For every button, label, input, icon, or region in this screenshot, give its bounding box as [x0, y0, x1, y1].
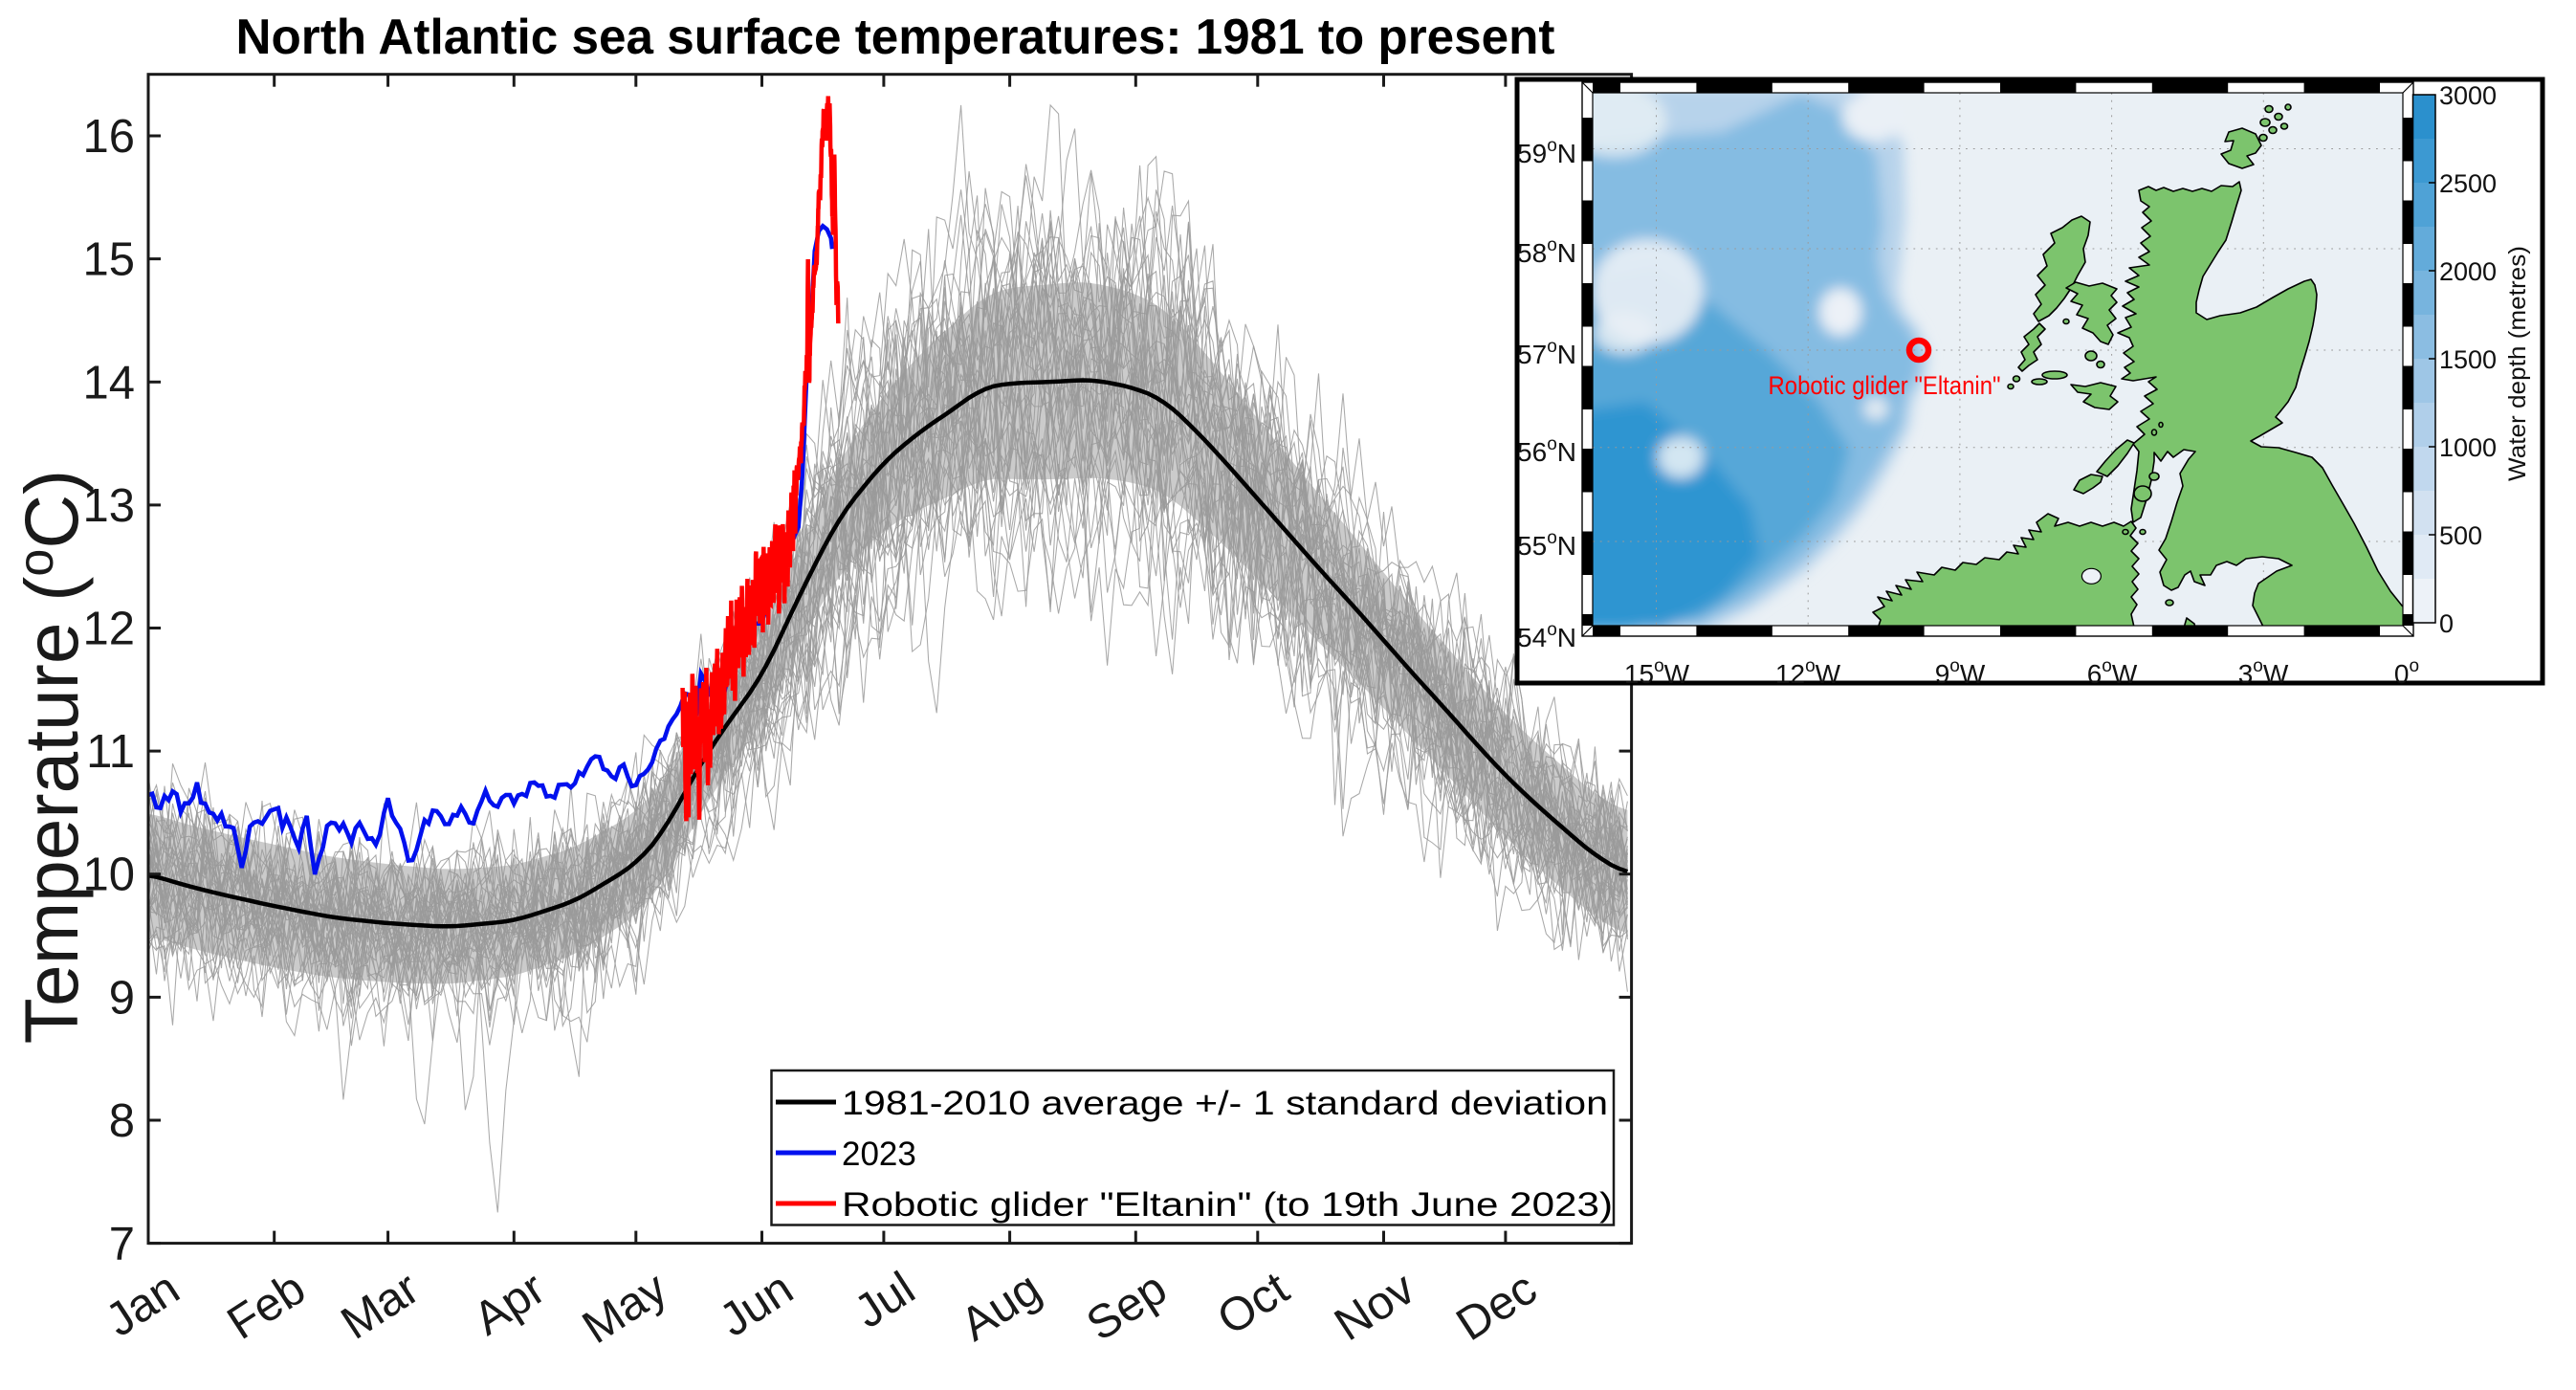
svg-text:10: 10: [82, 849, 135, 901]
svg-text:55oN: 55oN: [1517, 528, 1576, 561]
svg-text:Robotic glider "Eltanin" (to 1: Robotic glider "Eltanin" (to 19th June 2…: [842, 1186, 1613, 1224]
svg-text:North Atlantic sea surface tem: North Atlantic sea surface temperatures:…: [236, 10, 1555, 65]
svg-text:9: 9: [109, 972, 135, 1024]
svg-text:500: 500: [2439, 521, 2482, 550]
svg-text:13: 13: [82, 480, 135, 532]
svg-text:2023: 2023: [842, 1136, 916, 1173]
svg-text:11: 11: [86, 726, 135, 778]
svg-text:12: 12: [82, 604, 135, 655]
svg-text:59oN: 59oN: [1517, 136, 1576, 168]
svg-text:6oW: 6oW: [2087, 656, 2138, 689]
svg-text:Temperature (oC): Temperature (oC): [9, 470, 94, 1044]
svg-text:16: 16: [82, 111, 135, 163]
svg-text:1500: 1500: [2439, 345, 2497, 374]
svg-text:2000: 2000: [2439, 257, 2497, 286]
svg-text:56oN: 56oN: [1517, 434, 1576, 467]
svg-text:15: 15: [82, 234, 135, 286]
svg-text:Water depth (metres): Water depth (metres): [2504, 246, 2531, 481]
svg-text:7: 7: [109, 1219, 135, 1270]
svg-text:58oN: 58oN: [1517, 235, 1576, 268]
svg-text:Robotic glider "Eltanin": Robotic glider "Eltanin": [1769, 371, 2001, 400]
svg-text:8: 8: [109, 1095, 135, 1147]
svg-text:3oW: 3oW: [2238, 656, 2289, 689]
svg-text:14: 14: [82, 357, 135, 408]
svg-text:1000: 1000: [2439, 433, 2497, 462]
svg-text:2500: 2500: [2439, 169, 2497, 198]
svg-text:54oN: 54oN: [1517, 620, 1576, 652]
svg-text:0: 0: [2439, 609, 2454, 638]
svg-text:57oN: 57oN: [1517, 337, 1576, 369]
svg-text:1981-2010 average +/- 1 standa: 1981-2010 average +/- 1 standard deviati…: [842, 1085, 1608, 1122]
svg-text:9oW: 9oW: [1935, 656, 1986, 689]
svg-text:3000: 3000: [2439, 81, 2497, 110]
